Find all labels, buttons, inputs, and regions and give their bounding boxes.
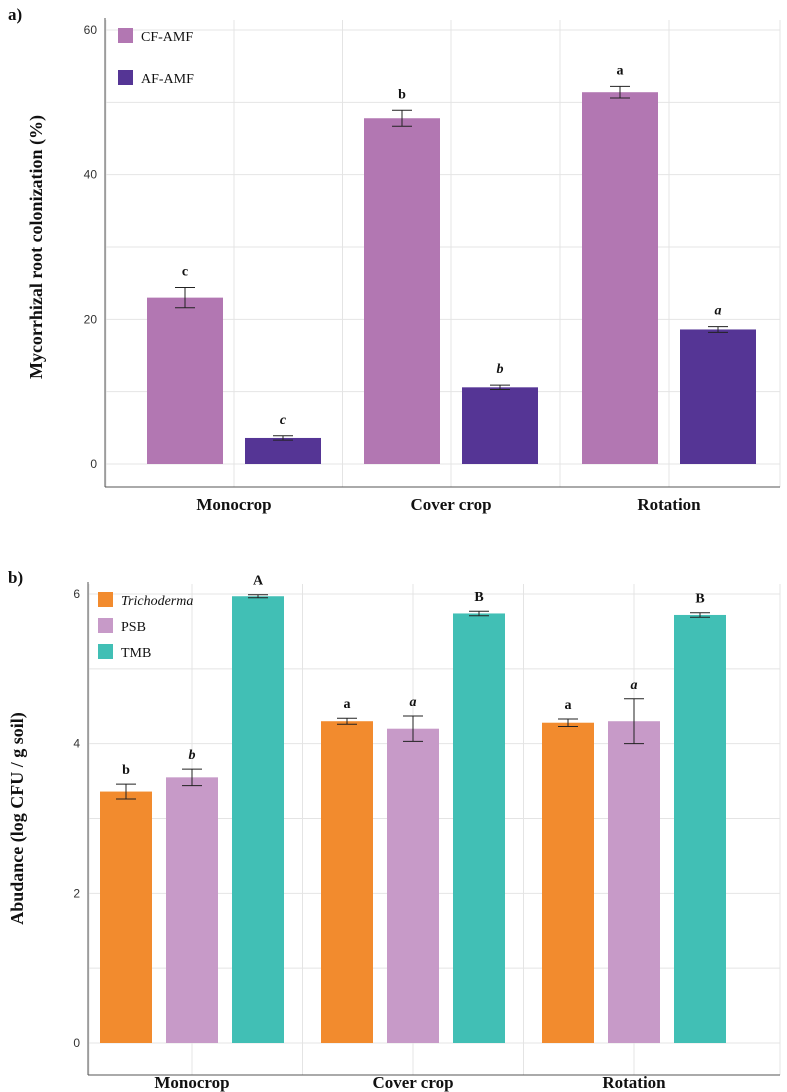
y-tick-label: 0 xyxy=(90,457,97,471)
bar-af-amf xyxy=(462,387,538,464)
significance-label: a xyxy=(344,697,351,712)
significance-label: a xyxy=(715,304,722,319)
legend-swatch xyxy=(98,644,113,659)
y-axis-title: Abudance (log CFU / g soil) xyxy=(7,712,28,925)
legend-swatch xyxy=(98,592,113,607)
x-category-label: Rotation xyxy=(637,495,701,514)
x-category-label: Monocrop xyxy=(196,495,271,514)
x-category-label: Monocrop xyxy=(154,1073,229,1092)
bar-af-amf xyxy=(245,437,321,464)
panel-label: b) xyxy=(8,568,23,587)
y-tick-label: 60 xyxy=(84,23,98,37)
bar-af-amf xyxy=(680,329,756,464)
bar-trichoderma xyxy=(542,722,594,1043)
y-tick-label: 40 xyxy=(84,168,98,182)
y-tick-label: 4 xyxy=(73,737,80,751)
significance-label: b xyxy=(497,362,504,377)
y-axis-title: Mycorrhizal root colonization (%) xyxy=(26,115,47,379)
legend-swatch xyxy=(98,618,113,633)
bar-psb xyxy=(608,721,660,1043)
bar-trichoderma xyxy=(100,791,152,1043)
legend-label: PSB xyxy=(121,620,146,635)
significance-label: A xyxy=(253,574,264,589)
bar-tmb xyxy=(232,596,284,1043)
significance-label: b xyxy=(189,748,196,763)
significance-label: a xyxy=(565,698,572,713)
significance-label: c xyxy=(182,265,188,280)
panel-label: a) xyxy=(8,5,22,24)
bar-tmb xyxy=(453,613,505,1043)
bar-trichoderma xyxy=(321,721,373,1043)
legend-label: CF-AMF xyxy=(141,30,193,45)
significance-label: a xyxy=(410,695,417,710)
legend-swatch xyxy=(118,70,133,85)
panel-b: 0 2 4 6 Monocrop Cover crop Rotation Abudance (… xyxy=(7,568,781,1092)
significance-label: B xyxy=(695,592,704,607)
x-category-label: Cover crop xyxy=(410,495,491,514)
panel-a: 0 20 40 60 Monocrop Cover crop Rotation Mycorrh… xyxy=(8,5,781,514)
bar-cf-amf xyxy=(582,92,658,464)
legend-label: AF-AMF xyxy=(141,72,194,87)
bar-cf-amf xyxy=(364,118,440,464)
y-tick-label: 2 xyxy=(73,886,80,900)
x-category-label: Cover crop xyxy=(372,1073,453,1092)
significance-label: a xyxy=(617,63,624,78)
bar-tmb xyxy=(674,614,726,1043)
significance-label: b xyxy=(398,87,406,102)
legend-swatch xyxy=(118,28,133,43)
legend-label: TMB xyxy=(121,646,151,661)
bar-psb xyxy=(166,777,218,1043)
significance-label: c xyxy=(280,413,287,428)
significance-label: b xyxy=(122,763,130,778)
y-tick-label: 6 xyxy=(73,587,80,601)
legend-label: Trichoderma xyxy=(121,594,193,609)
significance-label: a xyxy=(631,678,638,693)
x-category-label: Rotation xyxy=(602,1073,666,1092)
bar-cf-amf xyxy=(147,297,223,464)
y-tick-label: 0 xyxy=(73,1036,80,1050)
y-tick-label: 20 xyxy=(84,312,98,326)
bar-psb xyxy=(387,728,439,1043)
significance-label: B xyxy=(474,590,483,605)
